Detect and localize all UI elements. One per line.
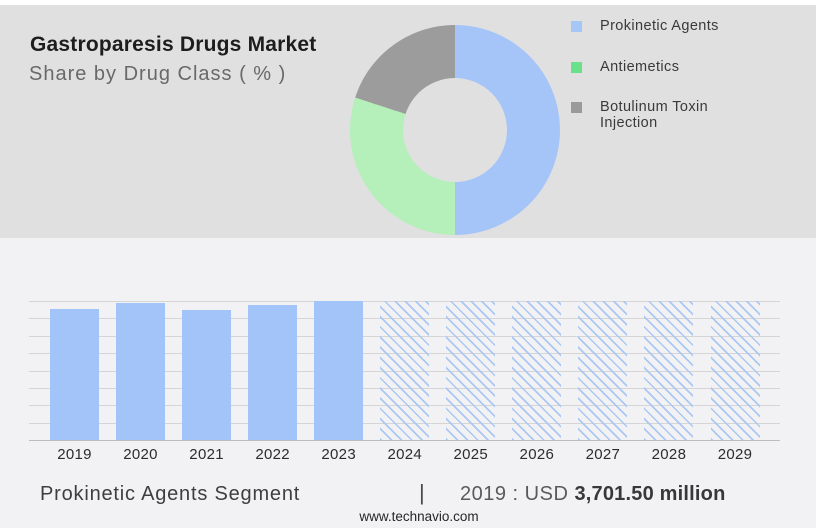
donut-legend: Prokinetic Agents Antiemetics Botulinum … [571,18,722,131]
x-axis-label-2024: 2024 [387,446,423,463]
bar-2023 [314,300,364,440]
bar-plot: 2019 2020 2021 2022 2023 2024 2025 2026 2027 2028… [29,300,780,463]
footer-value-bold: 3,701.50 million [574,483,726,505]
bar-2028 [644,300,694,440]
donut-chart [350,25,560,235]
bar-2027 [578,300,628,440]
legend-label: Botulinum Toxin Injection [600,99,709,131]
bar-2024 [380,300,430,440]
x-axis-label-2022: 2022 [255,446,290,463]
x-axis-label-2028: 2028 [651,446,687,463]
bar-2019 [50,308,99,440]
bar-2026 [512,300,562,440]
x-axis-label-2029: 2029 [717,446,753,463]
bar-2021 [182,309,232,440]
donut-hole [403,78,507,182]
legend-item-botulinum-toxin-injection: Botulinum Toxin Injection [571,99,722,131]
bar-chart-panel: 2019 2020 2021 2022 2023 2024 2025 2026 2027 2028… [0,238,816,528]
x-axis-label-2020: 2020 [123,446,158,463]
footer-value-prefix: 2019 : USD [460,483,575,505]
legend-swatch [571,102,582,113]
footer-separator: | [419,480,425,505]
bar-2029 [710,300,760,440]
x-axis-label-2027: 2027 [585,446,621,463]
x-axis-label-2021: 2021 [189,446,224,463]
x-axis-line [29,439,780,441]
legend-swatch [571,61,582,73]
bar-2025 [446,300,496,440]
legend-item-antiemetics: Antiemetics [571,58,722,76]
footer-segment-label: Prokinetic Agents Segment [40,483,301,505]
x-axis-label-2023: 2023 [321,446,356,463]
x-axis-label-2019: 2019 [57,446,92,463]
page-title: Gastroparesis Drugs Market [30,33,317,56]
bar-2020 [116,303,166,440]
legend-label: Prokinetic Agents [600,18,719,34]
bar-2022 [248,304,298,440]
header-panel: Gastroparesis Drugs Market Share by Drug… [0,5,816,238]
x-axis-label-2026: 2026 [519,446,555,463]
website-url: www.technavio.com [359,509,479,524]
x-axis-label-2025: 2025 [453,446,489,463]
footer-value: 2019 : USD 3,701.50 million [460,483,726,506]
legend-label: Antiemetics [600,58,680,75]
legend-item-prokinetic-agents: Prokinetic Agents [571,18,722,35]
legend-swatch [571,21,582,32]
page-subtitle: Share by Drug Class ( % ) [29,63,287,85]
